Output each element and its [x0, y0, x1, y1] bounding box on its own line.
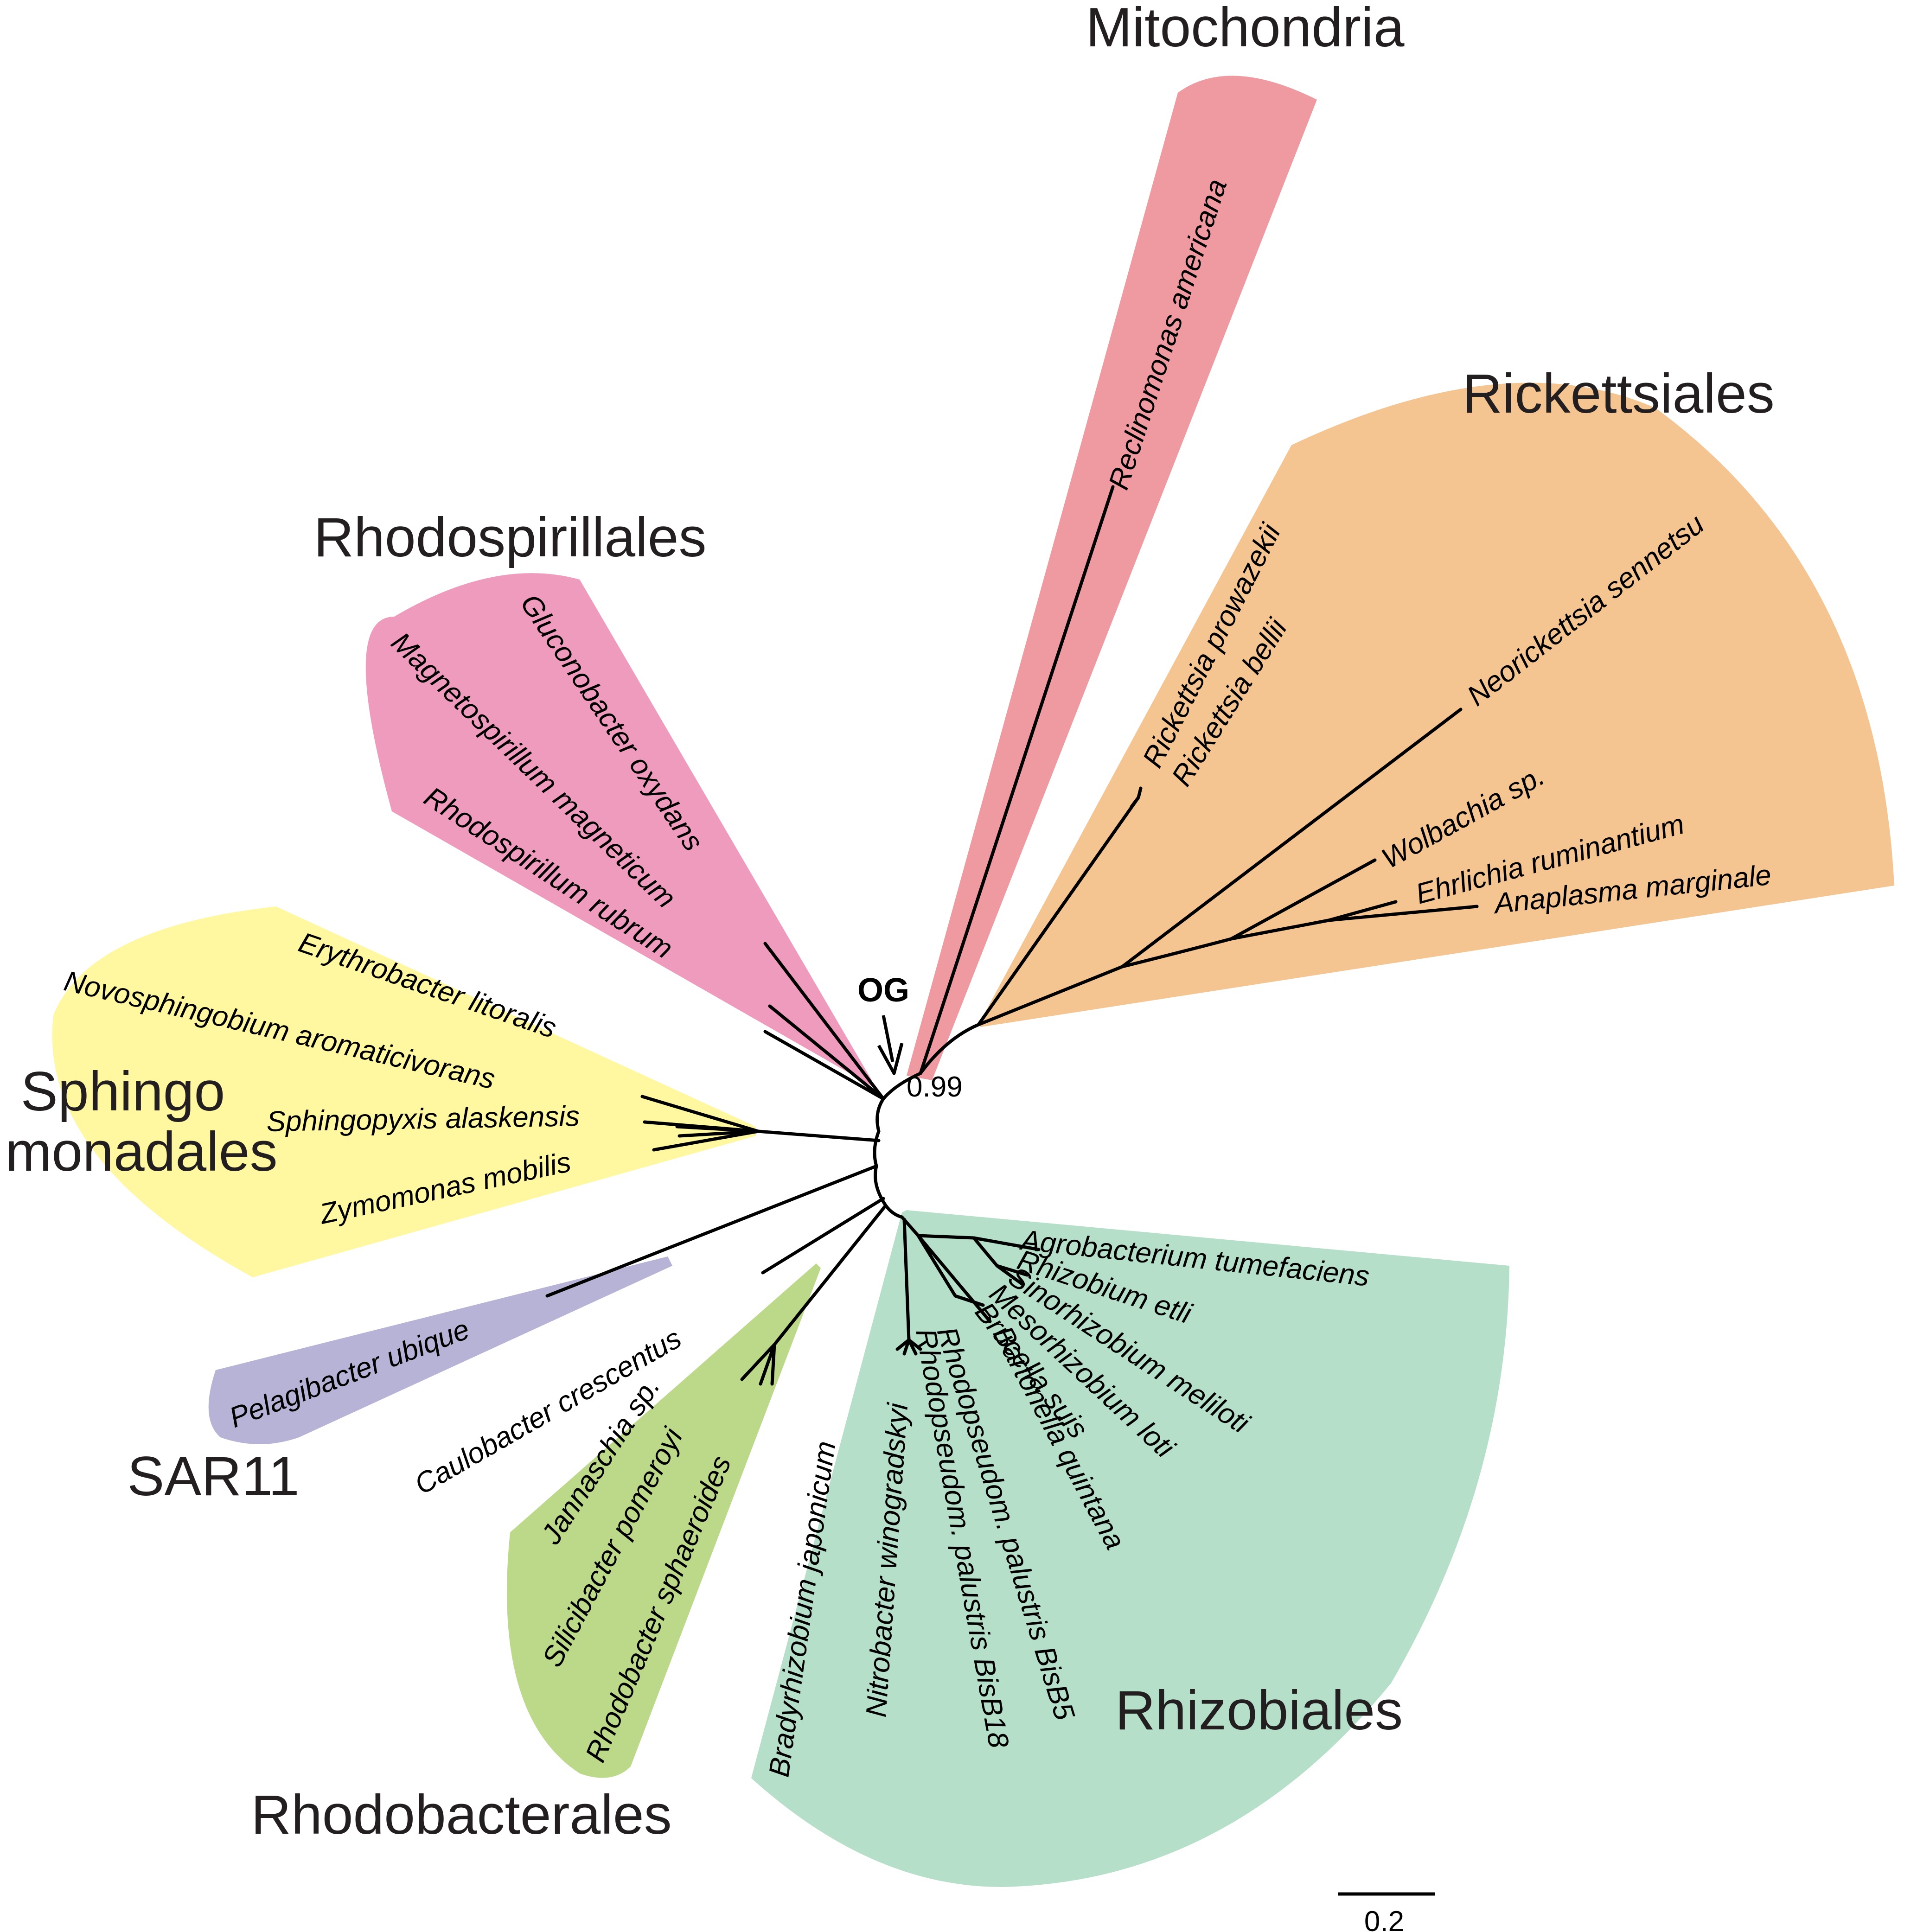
clade-names: Mitochondria Rickettsiales Rhodospirilla… — [5, 0, 1774, 1846]
branch-anaplasmataceae — [1120, 937, 1233, 969]
branch-rickettsia — [977, 786, 1143, 1027]
clade-label-sar11: SAR11 — [127, 1445, 299, 1507]
branch-rhizobiaceae — [916, 1234, 1041, 1286]
branch-ricketts-inner — [977, 965, 1124, 1027]
rhodobacterales-clade-shading — [507, 1263, 821, 1778]
root-support-value: 0.99 — [907, 1071, 963, 1103]
branch-neorickettsia — [1120, 708, 1463, 969]
branch-rhodospirillales — [763, 942, 885, 1101]
clade-label-sphingo: Sphingo — [21, 1060, 225, 1122]
branch-anaplasma — [1327, 905, 1479, 922]
branch-sphingomonadales-tips — [640, 1095, 760, 1152]
label-sphingopyxis: Sphingopyxis alaskensis — [266, 1100, 580, 1138]
branch-rickettsiales-stem — [919, 1023, 980, 1075]
branch-ehr-ana — [1229, 918, 1330, 941]
tree-branches — [545, 485, 1479, 1386]
scale-bar-label: 0.2 — [1364, 1906, 1404, 1932]
branch-sphingomonadales-stem — [756, 1129, 881, 1142]
rhodospirillales-clade-shading — [365, 573, 874, 1087]
clade-label-monadales: monadales — [5, 1121, 277, 1183]
rickettsiales-clade-shading — [978, 383, 1894, 1027]
clade-label-mitochondria: Mitochondria — [1086, 0, 1404, 58]
clade-label-rhodobacterales: Rhodobacterales — [251, 1784, 671, 1846]
sar11-clade-shading — [208, 1256, 672, 1444]
clade-label-rhodospirillales: Rhodospirillales — [313, 506, 706, 568]
mitochondria-clade-shading — [907, 76, 1317, 1081]
outgroup-label: OG — [857, 972, 909, 1009]
clade-label-rickettsiales: Rickettsiales — [1462, 363, 1775, 425]
branch-rhodobacterales — [740, 1204, 888, 1386]
rhizobiales-clade-shading — [751, 1210, 1509, 1887]
clade-label-rhizobiales: Rhizobiales — [1115, 1679, 1403, 1741]
branch-brucella-bartonella — [916, 1234, 992, 1323]
outgroup-arrow — [882, 1015, 895, 1062]
branch-brady-group — [895, 1218, 922, 1356]
branch-wolbachia — [1229, 858, 1377, 941]
branch-sar11 — [545, 1164, 878, 1298]
annotations: OG 0.99 0.2 — [857, 972, 1435, 1932]
outgroup-arrow-head — [877, 1043, 904, 1075]
branch-ehrlichia — [1327, 900, 1398, 922]
sphingomonadales-clade-shading — [52, 906, 756, 1277]
branch-mitochondria — [919, 485, 1115, 1075]
branch-caulobacter — [761, 1197, 885, 1275]
